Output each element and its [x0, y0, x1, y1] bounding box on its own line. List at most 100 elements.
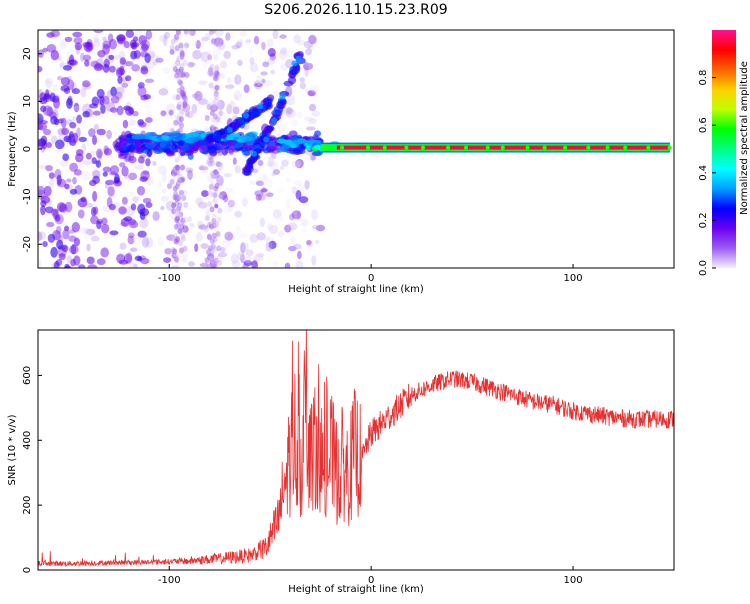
heatmap-cell: [279, 165, 284, 171]
heatmap-cell: [155, 57, 164, 63]
heatmap-cell: [60, 76, 71, 86]
heatmap-cell: [234, 210, 242, 218]
heatmap-cell: [59, 40, 66, 51]
heatmap-cell: [179, 176, 185, 183]
heatmap-cell: [235, 225, 241, 235]
heatmap-cell: [180, 91, 186, 98]
heatmap-cell: [93, 35, 99, 44]
heatmap-cell: [175, 193, 181, 200]
heatmap-cell: [169, 210, 176, 219]
heatmap-cell: [210, 258, 216, 265]
heatmap-cell: [262, 174, 268, 186]
heatmap-cell: [251, 150, 258, 157]
heatmap-cell: [224, 204, 230, 215]
heatmap-cell: [256, 252, 265, 258]
heatmap-cell: [223, 50, 231, 60]
heatmap-cell: [646, 145, 651, 150]
heatmap-cell: [176, 115, 182, 125]
heatmap-cell: [297, 250, 302, 260]
heatmap-cell: [187, 62, 195, 68]
heatmap-cell: [214, 203, 219, 209]
heatmap-cell: [208, 30, 214, 36]
heatmap-cell: [234, 94, 239, 100]
heatmap-cell: [310, 85, 320, 93]
heatmap-cell: [175, 180, 181, 187]
heatmap-cell: [174, 30, 180, 34]
heatmap-cell: [182, 103, 191, 112]
heatmap-cell: [175, 94, 181, 101]
heatmap-cell: [46, 78, 54, 83]
heatmap-cell: [266, 223, 273, 231]
heatmap-cell: [214, 69, 220, 76]
heatmap-cell: [38, 117, 42, 124]
heatmap-cell: [175, 164, 181, 171]
heatmap-cell: [284, 224, 292, 233]
heatmap-cell: [202, 165, 209, 174]
heatmap-cell: [152, 55, 160, 63]
heatmap-cell: [225, 32, 231, 41]
heatmap-cell: [103, 148, 112, 156]
heatmap-cell: [72, 31, 83, 38]
heatmap-cell: [198, 166, 209, 171]
heatmap-cell: [208, 191, 214, 198]
heatmap-cell: [183, 95, 189, 102]
heatmap-cell: [173, 208, 179, 215]
heatmap-cell: [177, 127, 183, 134]
heatmap-cell: [207, 68, 213, 75]
heatmap-cell: [55, 225, 62, 235]
heatmap-cell: [230, 253, 239, 264]
heatmap-cell: [270, 69, 276, 75]
heatmap-cell: [194, 243, 199, 252]
heatmap-cell: [173, 72, 179, 79]
heatmap-cell: [215, 160, 221, 167]
heatmap-cell: [308, 34, 317, 45]
heatmap-cell: [177, 42, 183, 49]
heatmap-cell: [92, 110, 101, 116]
heatmap-cell: [179, 108, 185, 115]
heatmap-cell: [158, 88, 169, 96]
heatmap-cell: [213, 85, 219, 92]
heatmap-cell: [128, 262, 137, 268]
heatmap-cell: [291, 210, 302, 220]
heatmap-cell: [169, 48, 175, 55]
heatmap-cell: [260, 188, 268, 193]
heatmap-cell: [249, 233, 259, 243]
heatmap-cell: [209, 182, 215, 189]
heatmap-cell: [42, 128, 52, 136]
heatmap-cell: [214, 102, 219, 112]
heatmap-cell: [45, 79, 51, 84]
heatmap-cell: [209, 63, 215, 70]
heatmap-cell: [50, 30, 61, 38]
heatmap-cell: [261, 236, 271, 241]
heatmap-cell: [102, 36, 107, 42]
heatmap-cell: [217, 43, 223, 50]
heatmap-cell: [268, 240, 277, 250]
heatmap-cell: [287, 50, 294, 58]
heatmap-cell: [240, 253, 245, 264]
heatmap-cell: [165, 200, 176, 211]
heatmap-cell: [299, 82, 306, 90]
heatmap-cell: [145, 30, 153, 40]
heatmap-cell: [208, 69, 214, 76]
heatmap-cell: [277, 231, 285, 238]
heatmap-cell: [197, 201, 208, 209]
heatmap-cell: [104, 179, 115, 186]
heatmap-cell: [252, 162, 262, 173]
heatmap-cell: [220, 73, 226, 80]
heatmap-cell: [125, 75, 132, 82]
y-tick-label: -10: [22, 188, 33, 204]
heatmap-cell: [500, 145, 505, 150]
heatmap-cell: [174, 183, 180, 190]
heatmap-cell: [180, 91, 186, 98]
heatmap-cell: [251, 260, 258, 268]
heatmap-cell: [210, 104, 218, 112]
heatmap-cell: [71, 88, 81, 95]
heatmap-cell: [174, 193, 180, 200]
heatmap-cell: [286, 110, 292, 118]
heatmap-cell: [277, 103, 285, 110]
heatmap-cell: [306, 239, 312, 246]
heatmap-cell: [64, 263, 70, 268]
colorbar-tick-label: 0.4: [698, 165, 709, 181]
heatmap-cell: [110, 86, 117, 97]
heatmap-cell: [102, 166, 112, 173]
